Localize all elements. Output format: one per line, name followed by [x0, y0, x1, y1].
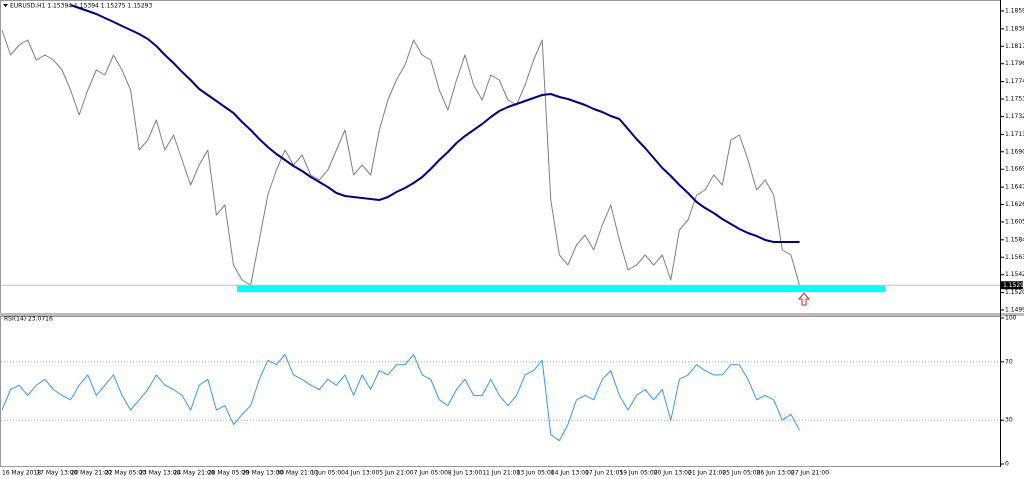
- x-tick-label: 17 May 13:00: [36, 470, 77, 477]
- x-tick-label: 22 May 05:00: [105, 470, 146, 477]
- y-tick-label: 100: [1005, 315, 1017, 322]
- y-tick-label: 30: [1005, 417, 1013, 424]
- series-line: [1, 354, 800, 442]
- y-tick-label: 1.18170: [1005, 43, 1024, 50]
- y-tick-label: 0: [1005, 461, 1009, 468]
- y-tick-label: 1.15630: [1005, 254, 1024, 261]
- y-tick-label: 70: [1005, 358, 1013, 365]
- x-tick-label: 28 May 05:00: [208, 470, 249, 477]
- x-tick-label: 17 Jun 21:05: [585, 470, 623, 477]
- x-tick-label: 29 May 13:00: [242, 470, 283, 477]
- x-tick-label: 23 May 13:00: [139, 470, 180, 477]
- y-tick-label: 1.17110: [1005, 131, 1024, 138]
- y-tick-label: 1.15840: [1005, 236, 1024, 243]
- x-tick-label: 27 Jun 21:00: [791, 470, 829, 477]
- menu-icon: [3, 4, 8, 7]
- y-tick-label: 1.18380: [1005, 25, 1024, 32]
- x-tick-label: 13 Jun 05:00: [517, 470, 555, 477]
- x-tick-label: 21 Jun 21:00: [688, 470, 726, 477]
- x-tick-label: 24 May 21:00: [174, 470, 215, 477]
- y-tick-label: 1.17745: [1005, 78, 1024, 85]
- series-line: [1, 29, 800, 286]
- series-line: [70, 4, 800, 243]
- x-tick-label: 14 Jun 13:00: [551, 470, 589, 477]
- x-tick-label: 4 Jun 13:00: [345, 470, 379, 477]
- x-tick-label: 25 Jun 05:00: [722, 470, 760, 477]
- y-tick-label: 1.14995: [1005, 307, 1024, 314]
- x-tick-label: 16 May 2018: [2, 470, 41, 477]
- y-tick-label: 1.16475: [1005, 184, 1024, 191]
- x-tick-label: 5 Jun 21:00: [379, 470, 413, 477]
- y-tick-label: 1.16900: [1005, 148, 1024, 155]
- rsi-title: RSI(14) 23.0716: [4, 316, 53, 323]
- last-price-label: 1.15293: [1003, 282, 1024, 289]
- chart-title: EURUSD,H1 1.15394 1.15394 1.15275 1.1529…: [10, 3, 152, 10]
- y-tick-label: 1.15205: [1005, 289, 1024, 296]
- y-tick-label: 1.16265: [1005, 201, 1024, 208]
- support-zone: [237, 285, 885, 293]
- signal-arrow: [797, 292, 811, 306]
- x-tick-label: 11 Jun 21:00: [482, 470, 520, 477]
- x-tick-label: 30 May 21:00: [276, 470, 317, 477]
- x-tick-label: 20 May 21:00: [71, 470, 112, 477]
- y-tick-label: 1.18595: [1005, 7, 1024, 14]
- x-tick-label: 26 Jun 13:00: [757, 470, 795, 477]
- y-tick-label: 1.17960: [1005, 60, 1024, 67]
- x-tick-label: 7 Jun 05:00: [414, 470, 448, 477]
- x-tick-label: 20 Jun 13:00: [654, 470, 692, 477]
- y-tick-label: 1.16055: [1005, 218, 1024, 225]
- y-tick-label: 1.17325: [1005, 113, 1024, 120]
- y-tick-label: 1.17535: [1005, 96, 1024, 103]
- x-tick-label: 19 Jun 05:00: [619, 470, 657, 477]
- x-tick-label: 1 Jun 05:00: [311, 470, 345, 477]
- last-price-tag: [1001, 281, 1023, 290]
- y-tick-label: 1.16690: [1005, 166, 1024, 173]
- x-tick-label: 8 Jun 13:00: [448, 470, 482, 477]
- panel-separator: [0, 313, 1024, 316]
- y-tick-label: 1.15420: [1005, 271, 1024, 278]
